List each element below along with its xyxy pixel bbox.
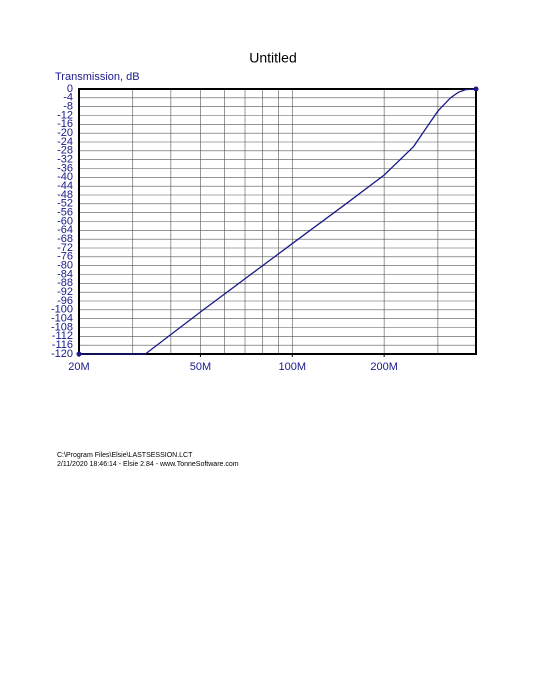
y-tick-label: -76: [57, 251, 73, 263]
x-tick-label: 100M: [279, 361, 307, 373]
y-tick-label: -52: [57, 198, 73, 210]
y-tick-label: -112: [52, 330, 73, 342]
chart-title: Untitled: [249, 50, 296, 66]
data-line: [79, 88, 477, 355]
y-tick-label: -80: [57, 260, 73, 272]
y-tick-label: -100: [51, 304, 73, 316]
y-tick-label: -116: [52, 339, 73, 351]
y-tick-label: -92: [57, 286, 73, 298]
footer-line: 2/11/2020 18:46:14 - Elsie 2.84 - www.To…: [57, 461, 239, 468]
x-tick-label: 20M: [68, 361, 89, 373]
end-point: [473, 86, 479, 92]
y-tick-label: -20: [57, 127, 73, 139]
y-tick-label: -60: [57, 215, 73, 227]
y-tick-label: -104: [51, 313, 73, 325]
y-tick-label: -12: [57, 109, 73, 121]
y-tick-label: 0: [67, 83, 73, 95]
y-tick-label: -44: [57, 180, 73, 192]
y-axis-label: Transmission, dB: [55, 71, 140, 83]
y-tick-label: -40: [57, 171, 73, 183]
y-tick-label: -32: [57, 154, 73, 166]
end-point: [76, 351, 82, 357]
y-tick-label: -88: [57, 277, 73, 289]
y-tick-label: -108: [51, 321, 73, 333]
y-tick-label: -24: [57, 136, 73, 148]
x-tick-label: 200M: [370, 361, 398, 373]
y-tick-label: -36: [57, 162, 73, 174]
y-tick-label: -28: [57, 145, 73, 157]
x-tick-label: 50M: [190, 361, 211, 373]
y-tick-label: -8: [63, 101, 73, 113]
plot-frame: [78, 88, 477, 355]
y-tick-label: -120: [51, 348, 73, 360]
footer-line: C:\Program Files\Elsie\LASTSESSION.LCT: [57, 452, 193, 459]
y-tick-label: -4: [63, 92, 73, 104]
y-tick-label: -96: [57, 295, 73, 307]
y-tick-label: -16: [57, 118, 73, 130]
y-tick-label: -68: [57, 233, 73, 245]
y-tick-label: -56: [57, 207, 73, 219]
y-tick-label: -72: [57, 242, 73, 254]
y-tick-label: -48: [57, 189, 73, 201]
y-tick-label: -64: [57, 224, 73, 236]
y-tick-label: -84: [57, 268, 73, 280]
